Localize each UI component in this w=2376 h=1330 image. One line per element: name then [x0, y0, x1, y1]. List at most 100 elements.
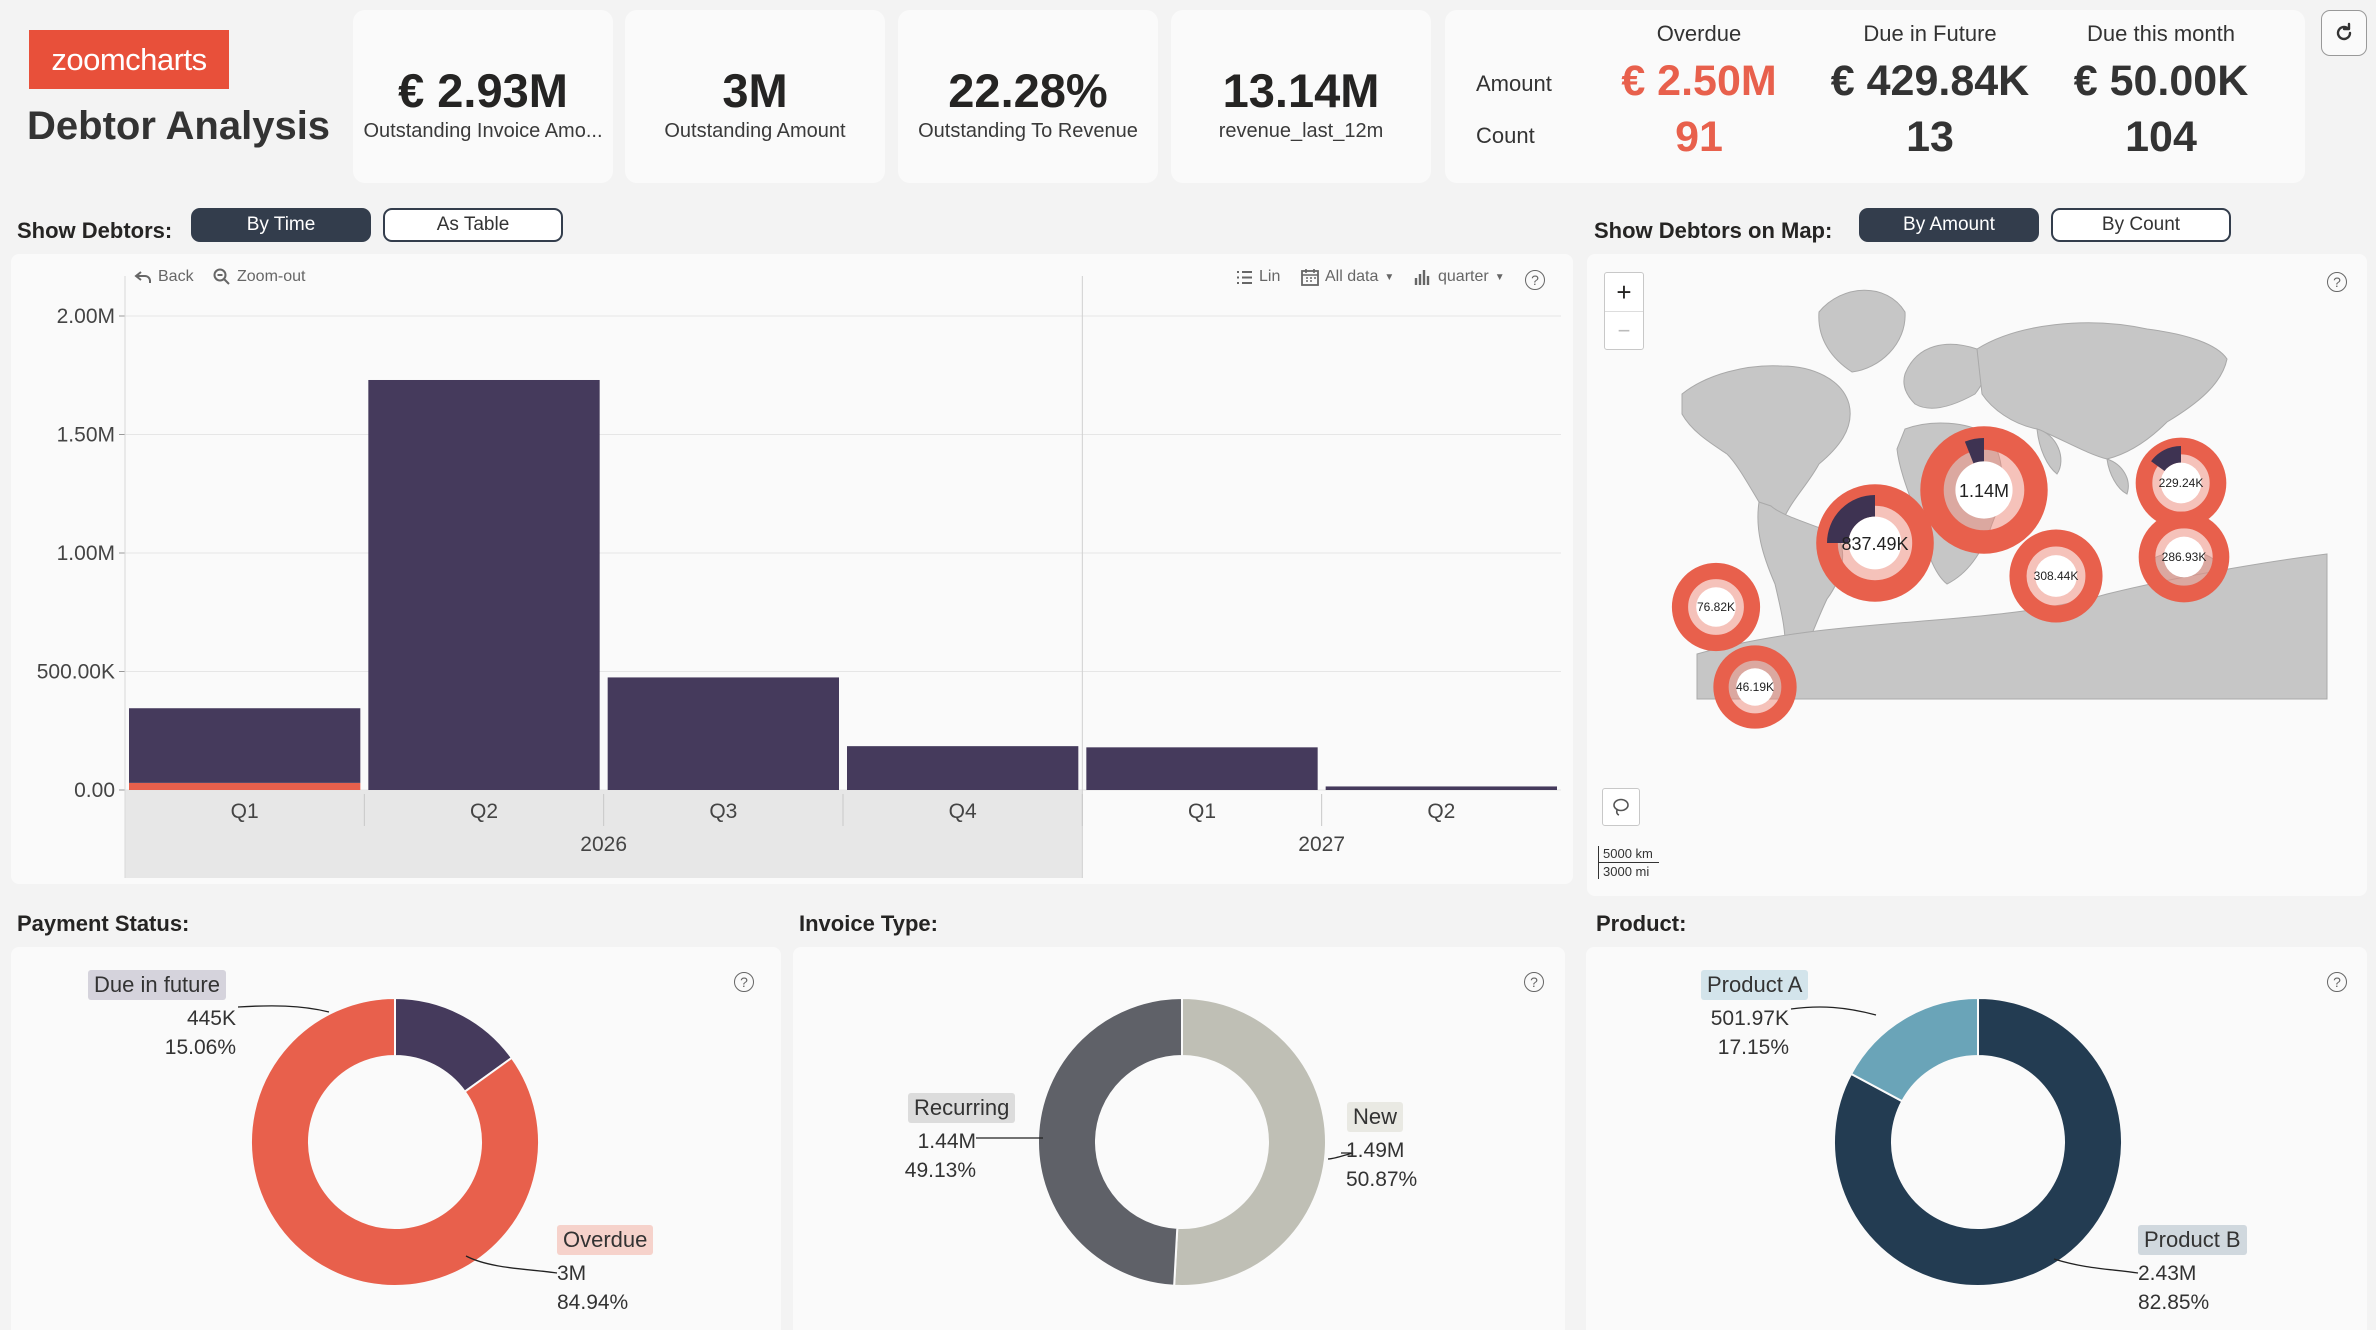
debtors-time-chart: Back Zoom-out Lin All data ▼ quarter ▼ ?… — [11, 254, 1573, 884]
label-new: New — [1347, 1102, 1404, 1132]
zoomcharts-logo: zoomcharts — [29, 30, 229, 89]
help-icon[interactable]: ? — [734, 972, 754, 992]
amount: 445K — [186, 1007, 236, 1030]
help-icon[interactable]: ? — [2327, 972, 2347, 992]
invoice-type-card: ? Recurring 1.44M 49.13% New 1.49M 50.87… — [793, 947, 1565, 1330]
payment-status-title: Payment Status: — [17, 911, 190, 936]
range-dropdown[interactable]: All data ▼ — [1301, 268, 1394, 286]
map-bubble[interactable]: 1.14M — [1920, 426, 2048, 554]
y-tick-label: 1.50M — [57, 424, 115, 447]
back-label: Back — [158, 268, 194, 285]
kpi-value: 22.28% — [948, 64, 1108, 117]
slice-overdue[interactable] — [250, 996, 540, 1287]
bubble-ring — [2138, 511, 2230, 603]
bubble-ring — [1713, 645, 1797, 729]
map-bubble[interactable]: 76.82K — [1671, 562, 1761, 652]
x-tick-label: Q4 — [949, 800, 977, 823]
lasso-select-button[interactable] — [1602, 788, 1640, 826]
bubble-label: 76.82K — [1697, 600, 1735, 614]
bubble-center — [2160, 462, 2202, 504]
slice-product-a[interactable] — [1849, 996, 1979, 1103]
bubble-segment — [1964, 438, 1985, 464]
payment-status-donut — [237, 996, 558, 1287]
product-title: Product: — [1596, 911, 1687, 936]
kpi-card-outstanding-invoice: € 2.93M Outstanding Invoice Amo... — [353, 10, 613, 183]
bar-chart-icon — [1414, 270, 1430, 285]
due-future-amount: € 429.84K — [1830, 57, 2030, 105]
map-zoom-controls: + − — [1604, 272, 1644, 350]
invoice-type-donut — [976, 996, 1354, 1287]
kpi-label: Outstanding Amount — [664, 120, 846, 142]
zoom-out-button[interactable]: Zoom-out — [213, 268, 305, 286]
reset-button[interactable] — [2321, 10, 2367, 56]
value-overdue: 3M 84.94% — [557, 1259, 628, 1317]
kpi-label: revenue_last_12m — [1218, 120, 1384, 142]
y-tick-label: 0.00 — [74, 779, 115, 802]
label-recurring: Recurring — [908, 1093, 1016, 1123]
percent: 17.15% — [1717, 1036, 1789, 1059]
amount: 3M — [557, 1262, 587, 1285]
value-product-a: 501.97K 17.15% — [1679, 1004, 1789, 1062]
lasso-icon — [1613, 798, 1629, 816]
due-future-count: 13 — [1906, 113, 1954, 161]
map-bubble[interactable]: 308.44K — [2009, 529, 2103, 623]
slice-recurring[interactable] — [1037, 996, 1183, 1287]
map-zoom-out-button[interactable]: − — [1617, 318, 1631, 343]
bubble-center — [2035, 555, 2077, 597]
amount: 1.49M — [1346, 1139, 1405, 1162]
help-icon[interactable]: ? — [1525, 270, 1545, 290]
bar-chart-svg: 0.00 500.00K 1.00M 1.50M 2.00M Q1 Q2 Q3 Q4 Q1 Q2 20… — [37, 276, 1561, 878]
by-amount-button[interactable]: By Amount — [1859, 208, 2039, 242]
map-bubble[interactable]: 286.93K — [2138, 511, 2230, 603]
bar-1-1[interactable] — [368, 379, 600, 790]
bubble-center — [1848, 516, 1902, 570]
by-count-button[interactable]: By Count — [2051, 208, 2231, 242]
slice-new[interactable] — [1173, 996, 1327, 1287]
value-product-b: 2.43M 82.85% — [2138, 1259, 2209, 1317]
overdue-count: 91 — [1675, 113, 1723, 161]
debtors-section-title: Show Debtors: — [17, 218, 173, 243]
bubble-center — [1955, 461, 2013, 519]
percent: 84.94% — [557, 1291, 629, 1314]
by-time-button[interactable]: By Time — [191, 208, 371, 242]
kpi-card-revenue-last-12m: 13.14M revenue_last_12m — [1171, 10, 1431, 183]
bar-1-2[interactable] — [607, 677, 839, 790]
bubble-center — [1736, 668, 1774, 706]
map-bubble[interactable]: 46.19K — [1713, 645, 1797, 729]
map-section-title: Show Debtors on Map: — [1594, 218, 1833, 243]
product-donut — [1790, 996, 2139, 1287]
bar-0-0[interactable] — [129, 782, 361, 790]
slice-product-b[interactable] — [1833, 996, 2123, 1287]
map-bubble[interactable]: 229.24K — [2135, 437, 2227, 529]
period-label: quarter — [1438, 268, 1489, 285]
value-due-in-future: 445K 15.06% — [156, 1004, 236, 1062]
due-month-count: 104 — [2125, 113, 2197, 161]
group-label: 2027 — [1298, 833, 1345, 856]
map-zoom-in-button[interactable]: + — [1605, 273, 1643, 312]
bar-1-4[interactable] — [1086, 747, 1318, 790]
x-tick-label: Q3 — [709, 800, 737, 823]
kpi-value: 13.14M — [1222, 64, 1380, 117]
scale-toggle[interactable]: Lin — [1236, 268, 1280, 286]
label-product-b: Product B — [2138, 1225, 2247, 1255]
bar-1-5[interactable] — [1325, 786, 1557, 790]
bar-1-0[interactable] — [129, 708, 361, 783]
amount: 2.43M — [2138, 1262, 2197, 1285]
row-label-amount: Amount — [1476, 71, 1552, 96]
help-icon[interactable]: ? — [2327, 272, 2347, 292]
as-table-button[interactable]: As Table — [383, 208, 563, 242]
bubble-ring — [1671, 562, 1761, 652]
value-recurring: 1.44M 49.13% — [886, 1127, 976, 1185]
europe-shape — [1903, 343, 1987, 409]
help-icon[interactable]: ? — [1524, 972, 1544, 992]
back-button[interactable]: Back — [134, 268, 194, 286]
zoom-out-label: Zoom-out — [237, 268, 306, 285]
map-bubble[interactable]: 837.49K — [1816, 484, 1934, 602]
period-dropdown[interactable]: quarter ▼ — [1414, 268, 1505, 286]
x-tick-label: Q1 — [231, 800, 259, 823]
percent: 82.85% — [2138, 1291, 2210, 1314]
bar-1-3[interactable] — [847, 746, 1079, 790]
list-icon — [1237, 270, 1252, 284]
product-card: ? Product A 501.97K 17.15% Product B 2.4… — [1586, 947, 2367, 1330]
y-tick-label: 2.00M — [57, 305, 115, 328]
